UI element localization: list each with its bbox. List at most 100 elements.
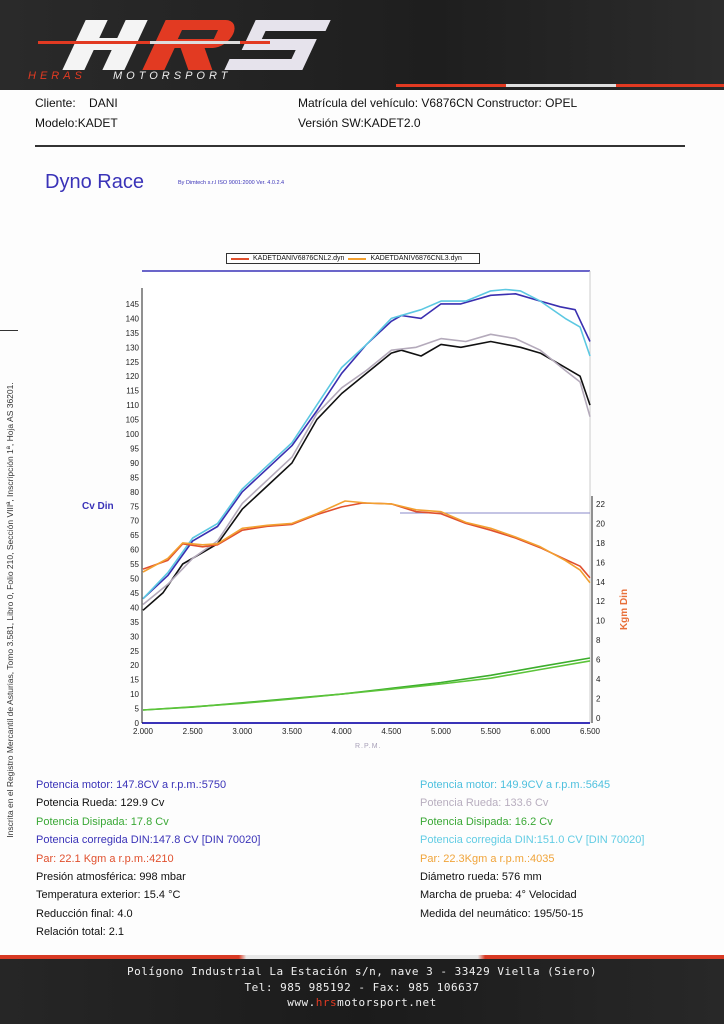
legend-label-l3: KADETDANIV6876CNL3.dyn <box>370 255 462 262</box>
web-brand: hrs <box>315 996 338 1009</box>
x-tick-label: 4.000 <box>332 727 353 736</box>
modelo-field: Modelo:KADET <box>35 116 118 130</box>
y-tick-label: 140 <box>126 314 140 323</box>
y-tick-label: 75 <box>130 502 139 511</box>
y-tick-label: 60 <box>130 546 139 555</box>
y2-tick-label: 14 <box>596 578 605 587</box>
series-line-potencia-rueda-l2 <box>142 340 591 611</box>
y-tick-label: 115 <box>126 387 139 396</box>
divider <box>35 145 685 147</box>
matricula-value: Matrícula del vehículo: V6876CN <box>298 96 474 110</box>
y-tick-label: 15 <box>130 676 139 685</box>
y2-tick-label: 22 <box>596 500 605 509</box>
y-tick-label: 50 <box>130 575 139 584</box>
y2-axis-label: Kgm Din <box>619 588 631 631</box>
cliente-field: Cliente: DANI <box>35 96 118 110</box>
y-tick-label: 65 <box>130 531 139 540</box>
version-field: Versión SW:KADET2.0 <box>298 116 421 130</box>
y2-tick-label: 4 <box>596 675 601 684</box>
y2-tick-label: 10 <box>596 617 605 626</box>
result-line: Potencia motor: 147.8CV a r.p.m.:5750 <box>36 779 227 791</box>
y-tick-label: 145 <box>126 300 140 309</box>
result-line: Relación total: 2.1 <box>36 926 125 939</box>
registry-side-text: Inscrita en el Registro Mercantil de Ast… <box>5 382 15 838</box>
result-line: Par: 22.1 Kgm a r.p.m.:4210 <box>36 852 174 865</box>
footer-phone: Tel: 985 985192 - Fax: 985 106637 <box>244 981 480 994</box>
plot-area <box>142 271 590 723</box>
result-line: Marcha de prueba: 4° Velocidad <box>420 889 577 902</box>
result-line: Potencia Disipada: 17.8 Cv <box>36 815 169 828</box>
y2-tick-label: 12 <box>596 597 605 606</box>
web-prefix: www. <box>287 996 316 1009</box>
footer-banner <box>0 955 724 1024</box>
y-tick-label: 55 <box>130 560 139 569</box>
result-line: Potencia motor: 149.9CV a r.p.m.:5645 <box>420 779 611 791</box>
result-line: Temperatura exterior: 15.4 °C <box>36 889 181 902</box>
dyno-title: Dyno Race <box>45 171 144 193</box>
y-tick-label: 20 <box>130 661 139 670</box>
x-tick-label: 4.500 <box>381 727 402 736</box>
x-tick-label: 5.500 <box>481 727 502 736</box>
footer-website[interactable]: www.hrsmotorsport.net <box>0 996 724 1009</box>
svg-text:HERAS: HERAS <box>28 70 86 82</box>
result-line: Potencia Rueda: 129.9 Cv <box>36 797 165 810</box>
x-tick-label: 3.000 <box>232 727 253 736</box>
legend-swatch-l3 <box>348 257 367 260</box>
web-suffix: motorsport.net <box>337 996 437 1009</box>
result-line: Reducción final: 4.0 <box>36 907 133 920</box>
y-tick-label: 0 <box>135 719 140 728</box>
y2-tick-label: 6 <box>596 656 601 665</box>
result-line: Par: 22.3Kgm a r.p.m.:4035 <box>420 852 555 865</box>
y-tick-label: 35 <box>130 618 139 627</box>
y-tick-label: 105 <box>126 416 140 425</box>
constructor-value: Constructor: OPEL <box>476 96 578 110</box>
result-line: Presión atmosférica: 998 mbar <box>36 871 186 883</box>
x-tick-label: 3.500 <box>282 727 303 736</box>
y-tick-label: 95 <box>130 444 139 453</box>
y2-tick-label: 18 <box>596 539 605 548</box>
x-tick-label: 2.500 <box>183 727 204 736</box>
dyno-subtitle: By Dimtech s.r.l ISO 9001:2000 Ver. 4.0.… <box>178 180 285 186</box>
result-line: Diámetro rueda: 576 mm <box>420 871 542 883</box>
y2-tick-label: 0 <box>596 714 601 723</box>
y-tick-label: 85 <box>130 473 139 482</box>
y-tick-label: 30 <box>130 632 139 641</box>
y-tick-label: 135 <box>126 329 140 338</box>
x-tick-label: 2.000 <box>133 727 154 736</box>
y-tick-label: 125 <box>126 358 140 367</box>
result-line: Potencia Disipada: 16.2 Cv <box>420 815 553 828</box>
matricula-field: Matrícula del vehículo: V6876CN Construct… <box>298 96 577 110</box>
chart-legend: KADETDANIV6876CNL2.dyn KADETDANIV6876CNL… <box>226 253 480 264</box>
y2-tick-label: 2 <box>596 695 601 704</box>
x-tick-label: 6.500 <box>580 727 601 736</box>
y-tick-label: 80 <box>130 488 139 497</box>
footer-address: Polígono Industrial La Estación s/n, nav… <box>126 965 598 978</box>
y-axis-label: Cv Din <box>82 501 114 512</box>
series-line-potencia-disipada-l3 <box>142 660 591 711</box>
hrs-logo: HERAS MOTORSPORT <box>28 20 724 87</box>
y2-tick-label: 16 <box>596 558 605 567</box>
y-tick-label: 5 <box>135 705 140 714</box>
footer-stripe <box>0 955 724 959</box>
x-tick-label: 5.000 <box>431 727 452 736</box>
result-line: Potencia corregida DIN:147.8 CV [DIN 700… <box>36 834 261 847</box>
series-line-potencia-motor-l3 <box>142 288 591 600</box>
result-line: Potencia corregida DIN:151.0 CV [DIN 700… <box>420 834 645 847</box>
y-tick-label: 100 <box>126 430 140 439</box>
series-line-potencia-motor-l2 <box>142 293 591 600</box>
y2-tick-label: 20 <box>596 519 605 528</box>
result-line: Potencia Rueda: 133.6 Cv <box>420 797 549 810</box>
y2-tick-label: 8 <box>596 636 601 645</box>
x-axis-label: R.P.M. <box>355 743 382 750</box>
header-banner: HERAS MOTORSPORT <box>0 0 724 90</box>
y-tick-label: 120 <box>126 372 140 381</box>
y-tick-label: 25 <box>130 647 139 656</box>
side-mark <box>0 330 18 331</box>
cliente-label: Cliente: <box>35 96 76 110</box>
series-line-par-l3 <box>142 500 591 584</box>
y-tick-label: 130 <box>126 343 140 352</box>
legend-label-l2: KADETDANIV6876CNL2.dyn <box>253 255 345 262</box>
y-tick-label: 40 <box>130 603 139 612</box>
y-tick-label: 70 <box>130 517 139 526</box>
x-tick-label: 6.000 <box>530 727 551 736</box>
